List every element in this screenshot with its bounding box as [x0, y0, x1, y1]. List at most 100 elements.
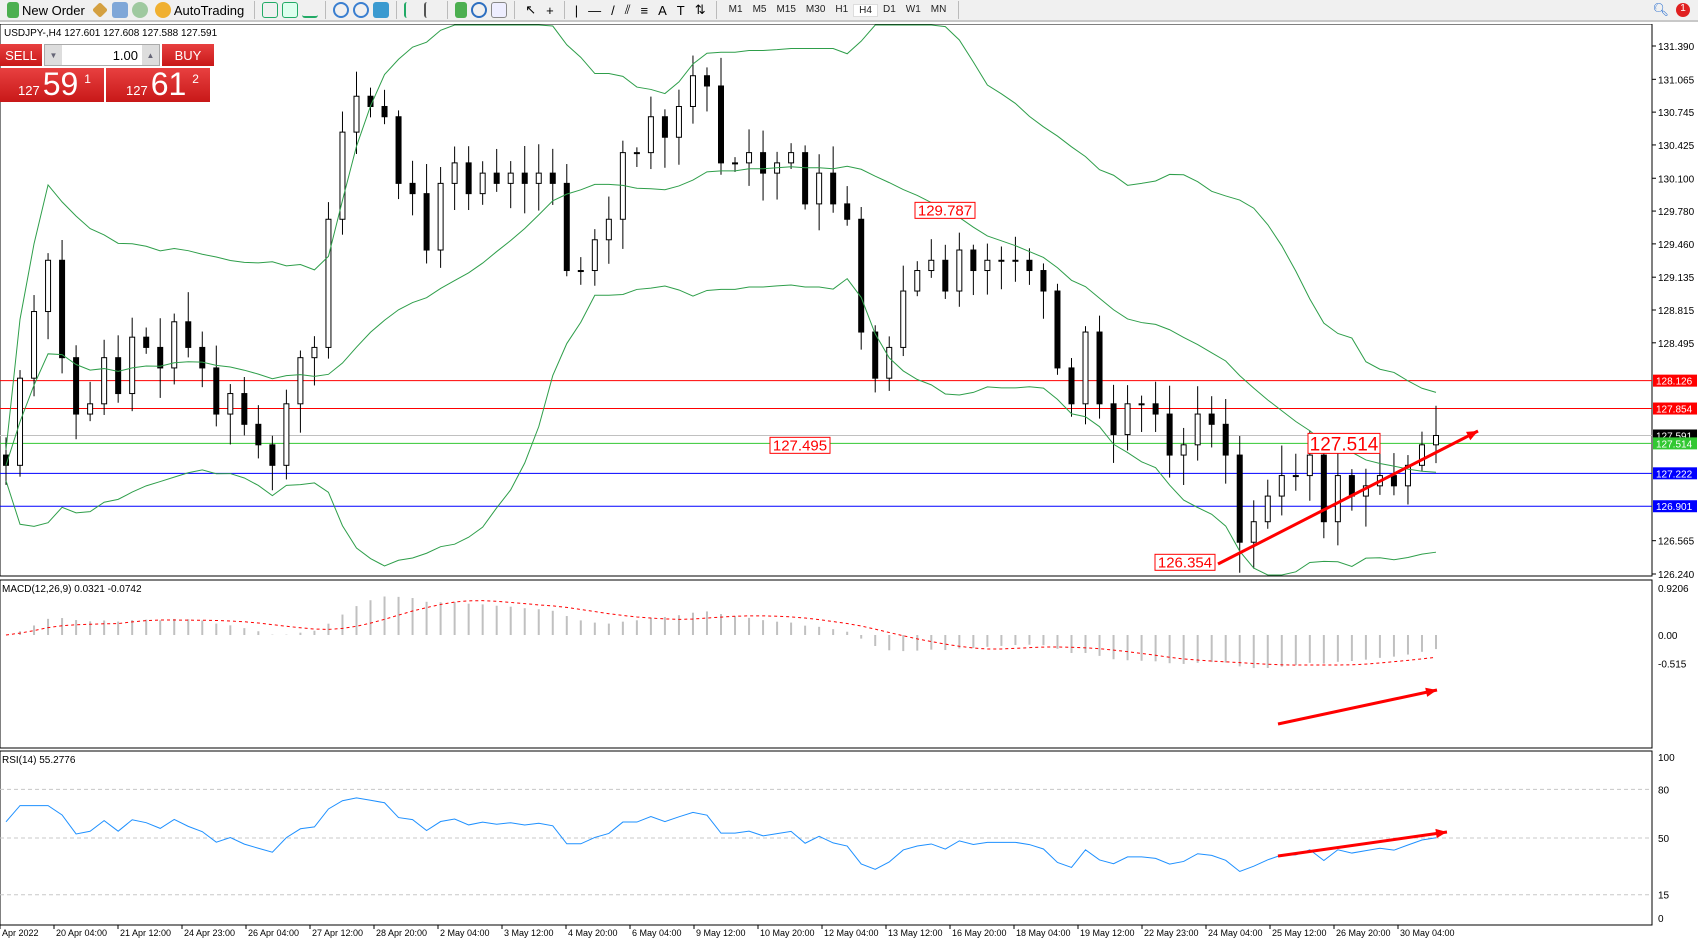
divider — [325, 1, 327, 19]
metaeditor-icon[interactable] — [91, 2, 108, 18]
fibonacci-icon[interactable]: ≡ — [640, 2, 649, 18]
candle — [59, 240, 66, 374]
candle-body — [1334, 475, 1341, 523]
buy-price[interactable]: 127 61 2 — [106, 68, 210, 102]
price-axis-label: 131.390 — [1658, 42, 1695, 53]
candle-body — [661, 116, 668, 138]
text-icon[interactable]: A — [658, 2, 667, 18]
tile-windows-icon[interactable] — [373, 2, 390, 18]
timeframe-m5[interactable]: M5 — [752, 3, 767, 15]
autoscroll-icon[interactable] — [404, 2, 420, 18]
channel-icon[interactable]: ⫽ — [624, 2, 631, 17]
cursor-icon[interactable]: ↖ — [525, 2, 537, 17]
candle-body — [1194, 413, 1201, 446]
vertical-line-icon[interactable]: | — [574, 2, 579, 18]
indicators-icon[interactable] — [455, 2, 468, 18]
autotrading-button[interactable]: AutoTrading — [152, 0, 247, 20]
candle — [395, 110, 402, 200]
horizontal-line-icon[interactable]: — — [588, 2, 602, 18]
bollinger-upper — [5, 24, 1437, 450]
sell-price-fraction: 1 — [84, 72, 91, 86]
timeframe-m1[interactable]: M1 — [728, 3, 743, 15]
candle — [451, 146, 458, 210]
sell-price-prefix: 127 — [18, 83, 40, 98]
candle — [577, 257, 584, 285]
arrows-icon[interactable]: ⇅ — [694, 2, 706, 17]
timeframe-h4[interactable]: H4 — [853, 3, 878, 17]
new-order-button[interactable]: New Order — [4, 0, 88, 20]
candle-body — [157, 346, 164, 369]
line-chart-icon[interactable] — [302, 2, 319, 18]
timeframe-mn[interactable]: MN — [930, 3, 947, 15]
candle — [956, 232, 963, 307]
macd-label: MACD(12,26,9) 0.0321 -0.0742 — [2, 584, 142, 595]
lot-size-input[interactable]: 1.00 — [112, 47, 138, 63]
time-axis-label: 21 Apr 12:00 — [120, 928, 171, 938]
candle — [633, 147, 640, 167]
chart-window[interactable]: USDJPY-,H4 127.601 127.608 127.588 127.5… — [0, 23, 1698, 938]
market-watch-icon[interactable] — [111, 2, 128, 18]
candle — [1096, 315, 1103, 419]
rsi-trend-arrow-head — [1435, 828, 1447, 839]
candle-body — [241, 393, 248, 425]
time-axis-label: 4 May 20:00 — [568, 928, 618, 938]
candle-body — [325, 218, 332, 348]
search-icon[interactable]: 🔍︎ — [1652, 2, 1669, 17]
candle-body — [1012, 259, 1019, 262]
candle — [900, 265, 907, 357]
timeframe-d1[interactable]: D1 — [882, 3, 896, 15]
time-axis-label: 27 Apr 12:00 — [312, 928, 363, 938]
templates-icon[interactable] — [491, 2, 508, 18]
chart-shift-icon[interactable] — [424, 2, 440, 18]
periods-icon[interactable] — [471, 2, 488, 18]
timeframe-m15[interactable]: M15 — [776, 3, 796, 15]
candle — [591, 229, 598, 286]
candle — [1208, 396, 1215, 448]
divider — [514, 1, 516, 19]
chart-canvas[interactable]: USDJPY-,H4 127.601 127.608 127.588 127.5… — [0, 23, 1698, 938]
notifications-badge[interactable]: 1 — [1676, 3, 1690, 17]
candle-body — [1040, 270, 1047, 292]
candle-body — [1306, 454, 1313, 477]
candle — [157, 318, 164, 398]
candle — [339, 111, 346, 235]
signals-icon[interactable] — [131, 2, 148, 18]
price-axis-label: 130.745 — [1658, 108, 1695, 119]
candle-body — [451, 162, 458, 184]
candle — [1068, 358, 1075, 417]
zoom-out-icon[interactable] — [353, 2, 370, 18]
candle — [283, 389, 290, 480]
timeframe-h1[interactable]: H1 — [835, 3, 849, 15]
lot-increase-button[interactable]: ▲ — [142, 45, 159, 65]
crosshair-icon[interactable]: + — [546, 2, 554, 18]
timeframe-m30[interactable]: M30 — [805, 3, 826, 15]
candle — [970, 244, 977, 296]
timeframe-w1[interactable]: W1 — [905, 3, 921, 15]
bar-chart-icon[interactable] — [262, 2, 279, 18]
candle-body — [1180, 444, 1187, 456]
candle-body — [143, 336, 150, 348]
trendline-icon[interactable]: / — [611, 2, 615, 18]
candle — [101, 339, 108, 415]
candle-body — [1250, 521, 1257, 543]
candle — [549, 148, 556, 205]
candle — [143, 327, 150, 354]
lot-decrease-button[interactable]: ▼ — [45, 45, 62, 65]
price-annotation-label: 126.354 — [1158, 554, 1212, 571]
buy-button[interactable]: BUY — [162, 44, 214, 66]
candle — [423, 164, 430, 264]
candle — [213, 345, 220, 427]
candlestick-icon[interactable] — [282, 2, 299, 18]
candle-body — [353, 95, 360, 133]
rsi-label: RSI(14) 55.2776 — [2, 755, 76, 766]
macd-trend-arrow — [1277, 688, 1438, 726]
buy-price-prefix: 127 — [126, 83, 148, 98]
lot-size-stepper[interactable]: ▼ 1.00 ▲ — [44, 44, 160, 66]
text-label-icon[interactable]: T — [676, 2, 685, 18]
candle-body — [507, 172, 514, 184]
zoom-in-icon[interactable] — [333, 2, 350, 18]
candle — [816, 154, 823, 231]
candle-body — [297, 357, 304, 405]
sell-button[interactable]: SELL — [0, 44, 42, 66]
sell-price[interactable]: 127 59 1 — [0, 68, 104, 102]
